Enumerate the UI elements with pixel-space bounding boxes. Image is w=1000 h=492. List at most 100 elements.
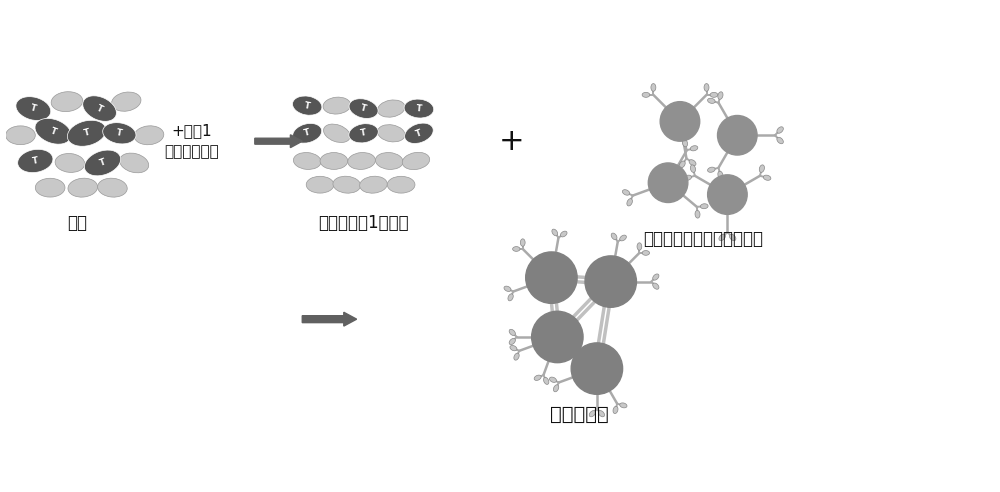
Text: 标有多克隆抗体的胶乳微球: 标有多克隆抗体的胶乳微球 xyxy=(643,230,763,248)
Text: T: T xyxy=(416,104,422,113)
Ellipse shape xyxy=(35,178,65,197)
Ellipse shape xyxy=(642,250,650,255)
Ellipse shape xyxy=(293,153,321,169)
Ellipse shape xyxy=(405,123,433,144)
Ellipse shape xyxy=(642,92,650,97)
Ellipse shape xyxy=(348,153,375,169)
Ellipse shape xyxy=(620,235,626,241)
Ellipse shape xyxy=(84,150,121,176)
Text: T: T xyxy=(83,128,91,138)
Circle shape xyxy=(660,102,700,141)
Circle shape xyxy=(708,175,747,215)
Ellipse shape xyxy=(67,121,106,146)
Text: T: T xyxy=(116,128,123,138)
Ellipse shape xyxy=(637,243,642,250)
Ellipse shape xyxy=(35,119,71,144)
Ellipse shape xyxy=(690,146,698,151)
Ellipse shape xyxy=(103,123,136,144)
Ellipse shape xyxy=(553,385,559,392)
Ellipse shape xyxy=(378,100,405,117)
Ellipse shape xyxy=(695,211,700,218)
Ellipse shape xyxy=(360,176,387,193)
Ellipse shape xyxy=(51,92,83,112)
Ellipse shape xyxy=(777,127,783,133)
Ellipse shape xyxy=(700,204,708,209)
Ellipse shape xyxy=(112,92,141,111)
Ellipse shape xyxy=(120,153,149,173)
Ellipse shape xyxy=(320,153,348,169)
Ellipse shape xyxy=(6,126,35,145)
Text: +: + xyxy=(499,127,525,155)
Text: 样品: 样品 xyxy=(67,215,87,232)
Ellipse shape xyxy=(622,190,630,195)
Ellipse shape xyxy=(544,377,549,384)
Ellipse shape xyxy=(708,98,715,103)
Circle shape xyxy=(648,163,688,203)
Ellipse shape xyxy=(306,176,334,193)
Ellipse shape xyxy=(598,410,605,417)
Circle shape xyxy=(718,116,757,155)
Ellipse shape xyxy=(293,123,322,143)
Ellipse shape xyxy=(689,160,696,166)
Ellipse shape xyxy=(620,403,627,408)
Ellipse shape xyxy=(510,345,517,351)
Circle shape xyxy=(571,343,623,394)
Ellipse shape xyxy=(729,234,736,241)
Text: T: T xyxy=(98,158,107,168)
Text: 样品与试剂1混合物: 样品与试剂1混合物 xyxy=(318,215,409,232)
Ellipse shape xyxy=(98,178,127,197)
Text: 免疫复合物: 免疫复合物 xyxy=(550,405,608,424)
Text: T: T xyxy=(304,101,311,111)
Ellipse shape xyxy=(552,229,558,236)
Ellipse shape xyxy=(402,153,430,170)
Ellipse shape xyxy=(16,96,51,121)
Ellipse shape xyxy=(653,274,659,280)
Ellipse shape xyxy=(719,234,725,241)
Text: T: T xyxy=(49,126,57,137)
Ellipse shape xyxy=(708,167,715,172)
Text: T: T xyxy=(360,103,368,114)
Ellipse shape xyxy=(589,410,595,417)
FancyArrow shape xyxy=(302,312,357,326)
Ellipse shape xyxy=(534,375,541,380)
Ellipse shape xyxy=(763,175,771,180)
Circle shape xyxy=(526,252,577,304)
Ellipse shape xyxy=(514,353,519,360)
Ellipse shape xyxy=(83,96,116,122)
Ellipse shape xyxy=(134,126,164,145)
Ellipse shape xyxy=(508,294,513,301)
Ellipse shape xyxy=(509,329,515,336)
Ellipse shape xyxy=(704,84,709,92)
Ellipse shape xyxy=(349,99,378,119)
Ellipse shape xyxy=(18,150,53,173)
Ellipse shape xyxy=(333,176,361,193)
Ellipse shape xyxy=(349,123,378,143)
Ellipse shape xyxy=(404,99,434,118)
Ellipse shape xyxy=(560,231,567,237)
Ellipse shape xyxy=(55,154,85,172)
Ellipse shape xyxy=(611,233,617,240)
Ellipse shape xyxy=(504,286,511,291)
Ellipse shape xyxy=(293,96,322,115)
Ellipse shape xyxy=(549,377,556,382)
Ellipse shape xyxy=(513,246,520,251)
Ellipse shape xyxy=(509,338,515,344)
Ellipse shape xyxy=(653,283,659,289)
Text: T: T xyxy=(415,128,423,139)
Circle shape xyxy=(532,311,583,363)
Ellipse shape xyxy=(682,139,688,147)
Ellipse shape xyxy=(718,171,723,179)
Ellipse shape xyxy=(777,137,783,144)
Ellipse shape xyxy=(651,84,656,92)
Ellipse shape xyxy=(679,161,685,168)
Ellipse shape xyxy=(387,176,415,193)
Circle shape xyxy=(585,256,636,308)
Ellipse shape xyxy=(68,178,98,197)
Ellipse shape xyxy=(324,124,350,143)
Ellipse shape xyxy=(718,92,723,99)
Ellipse shape xyxy=(710,92,718,97)
Ellipse shape xyxy=(684,175,691,180)
Ellipse shape xyxy=(627,199,632,206)
Text: T: T xyxy=(360,128,367,138)
Ellipse shape xyxy=(323,97,351,114)
